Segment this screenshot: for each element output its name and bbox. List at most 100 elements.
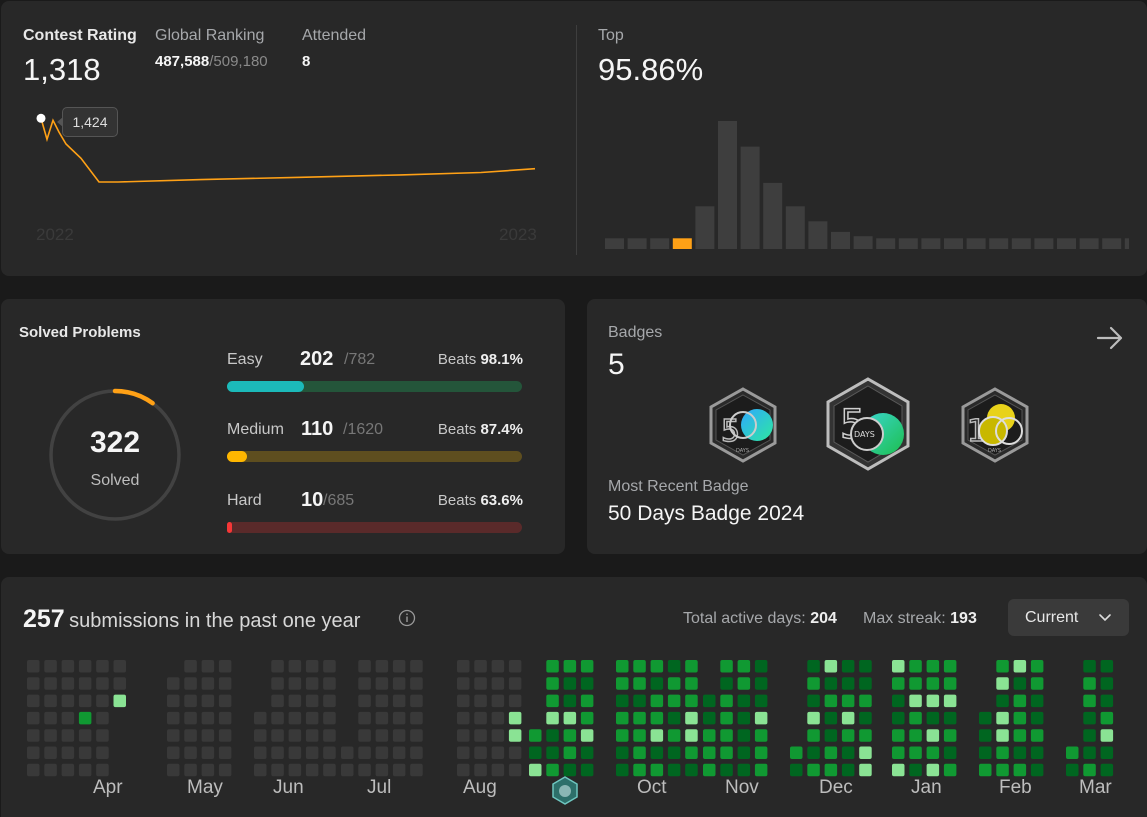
- arrow-right-icon[interactable]: [1095, 325, 1125, 351]
- heatmap-day-cell: [44, 660, 57, 673]
- heatmap-day-cell: [979, 763, 992, 777]
- difficulty-count: 10: [301, 489, 324, 511]
- heatmap-day-cell: [737, 763, 751, 777]
- fifty-days-badge-2024-icon[interactable]: 5 DAYS: [823, 376, 913, 472]
- heatmap-day-cell: [457, 677, 470, 690]
- heatmap-day-cell: [824, 746, 838, 759]
- heatmap-day-cell: [859, 763, 872, 777]
- heatmap-day-cell: [685, 660, 698, 673]
- heatmap-day-cell: [685, 729, 698, 742]
- heatmap-day-cell: [892, 763, 905, 777]
- heatmap-day-cell: [633, 746, 646, 759]
- histogram-bar: [808, 221, 828, 249]
- heatmap-day-cell: [1013, 746, 1027, 759]
- heatmap-day-cell: [358, 746, 371, 759]
- heatmap-day-cell: [218, 746, 232, 759]
- ranking-histogram[interactable]: [599, 101, 1129, 251]
- heatmap-day-cell: [926, 694, 940, 708]
- heatmap-day-cell: [218, 763, 232, 777]
- heatmap-day-cell: [305, 711, 319, 725]
- heatmap-day-cell: [358, 694, 371, 708]
- heatmap-day-cell: [909, 729, 922, 742]
- heatmap-day-cell: [841, 660, 855, 673]
- heatmap-day-cell: [96, 746, 109, 759]
- heatmap-day-cell: [859, 729, 872, 742]
- heatmap-day-cell: [201, 660, 215, 673]
- top-percent-value: 95.86%: [598, 52, 704, 87]
- heatmap-day-cell: [979, 746, 992, 759]
- heatmap-day-cell: [96, 694, 109, 708]
- rating-line-chart[interactable]: [1, 1, 561, 261]
- most-recent-badge-label: Most Recent Badge: [608, 478, 749, 495]
- solved-progress-ring[interactable]: [41, 381, 189, 529]
- rating-history-line: [40, 118, 536, 183]
- heatmap-day-cell: [474, 763, 487, 777]
- chevron-down-icon: [1099, 614, 1111, 622]
- heatmap-day-cell: [807, 660, 820, 673]
- heatmap-day-cell: [737, 677, 751, 690]
- heatmap-day-cell: [167, 729, 180, 742]
- heatmap-day-cell: [633, 660, 646, 673]
- heatmap-day-cell: [167, 694, 180, 708]
- heatmap-day-cell: [859, 746, 872, 759]
- difficulty-progress-fill: [227, 381, 304, 392]
- heatmap-day-cell: [323, 660, 336, 673]
- histogram-bar: [605, 238, 624, 249]
- heatmap-day-cell: [457, 660, 470, 673]
- heatmap-day-cell: [305, 660, 319, 673]
- heatmap-day-cell: [457, 694, 470, 708]
- heatmap-day-cell: [288, 711, 302, 725]
- heatmap-day-cell: [305, 694, 319, 708]
- heatmap-day-cell: [61, 729, 75, 742]
- svg-text:DAYS: DAYS: [988, 448, 1001, 454]
- heatmap-day-cell: [807, 711, 820, 725]
- hundred-days-badge-icon[interactable]: 1 DAYS: [959, 386, 1031, 464]
- heatmap-day-cell: [358, 677, 371, 690]
- heatmap-day-cell: [288, 660, 302, 673]
- beats-label: Beats: [437, 351, 477, 368]
- heatmap-day-cell: [184, 660, 197, 673]
- submissions-heatmap-card: 257 submissions in the past one year Tot…: [1, 577, 1147, 817]
- heatmap-day-cell: [563, 729, 577, 742]
- heatmap-day-cell: [943, 694, 957, 708]
- heatmap-day-cell: [305, 729, 319, 742]
- difficulty-row-hard[interactable]: Hard 10/685 Beats 63.6%: [227, 489, 523, 533]
- histogram-bar: [898, 238, 918, 249]
- heatmap-day-cell: [892, 729, 905, 742]
- submissions-label: submissions in the past one year: [69, 610, 361, 632]
- year-select-value: Current: [1025, 609, 1079, 626]
- heatmap-day-cell: [392, 677, 406, 690]
- heatmap-day-cell: [508, 711, 522, 725]
- solved-total-label: Solved: [90, 472, 140, 489]
- info-icon[interactable]: [398, 609, 416, 627]
- heatmap-day-cell: [78, 660, 92, 673]
- beats-value: 87.4%: [480, 421, 523, 438]
- heatmap-day-cell: [201, 677, 215, 690]
- heatmap-day-cell: [78, 729, 92, 742]
- heatmap-day-cell: [61, 677, 75, 690]
- heatmap-day-cell: [703, 763, 716, 777]
- heatmap-day-cell: [78, 763, 92, 777]
- streak-badge-icon[interactable]: [551, 775, 579, 805]
- heatmap-day-cell: [580, 711, 594, 725]
- heatmap-day-cell: [859, 694, 872, 708]
- submission-heatmap[interactable]: [1, 577, 1147, 777]
- year-select-dropdown[interactable]: Current: [1008, 599, 1129, 636]
- heatmap-day-cell: [288, 694, 302, 708]
- fifty-days-badge-icon[interactable]: 5 DAYS: [707, 386, 779, 464]
- heatmap-day-cell: [546, 763, 559, 777]
- top-percent-label: Top: [598, 27, 624, 44]
- heatmap-day-cell: [508, 729, 522, 742]
- heatmap-day-cell: [254, 763, 267, 777]
- histogram-bar: [853, 236, 873, 249]
- heatmap-day-cell: [616, 729, 629, 742]
- difficulty-row-medium[interactable]: Medium 110/1620 Beats 87.4%: [227, 418, 523, 462]
- heatmap-day-cell: [720, 746, 733, 759]
- difficulty-beats: Beats 63.6%: [438, 492, 523, 509]
- heatmap-day-cell: [271, 746, 284, 759]
- max-streak-stat: Max streak: 193: [863, 610, 977, 628]
- difficulty-row-easy[interactable]: Easy 202/782 Beats 98.1%: [227, 348, 523, 392]
- heatmap-day-cell: [167, 763, 180, 777]
- solved-problems-title: Solved Problems: [19, 324, 141, 341]
- heatmap-day-cell: [96, 711, 109, 725]
